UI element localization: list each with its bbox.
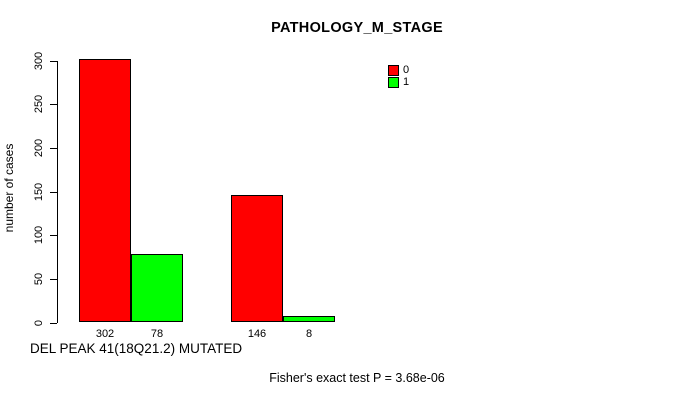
y-tick-label-250: 250 — [33, 94, 45, 114]
legend-entry-0: 0 — [388, 65, 409, 76]
y-tick-mark-50 — [50, 278, 57, 280]
legend-label: 1 — [403, 76, 410, 88]
y-tick-label-150: 150 — [33, 182, 45, 201]
y-axis-line — [57, 60, 58, 323]
y-tick-label-100: 100 — [33, 225, 45, 245]
y-tick-mark-300 — [50, 60, 57, 62]
y-tick-label-0: 0 — [33, 319, 45, 326]
y-tick-mark-100 — [50, 235, 57, 237]
bar-value-label: 78 — [150, 327, 164, 340]
chart-title: PATHOLOGY_M_STAGE — [271, 20, 443, 36]
legend-label: 0 — [403, 64, 410, 76]
bar-value-label: 8 — [305, 327, 313, 340]
bar-value-label: 302 — [95, 327, 115, 340]
y-axis-label: number of cases — [2, 143, 16, 233]
legend-entry-1: 1 — [388, 77, 409, 88]
x-axis-label: DEL PEAK 41(18Q21.2) MUTATED — [30, 341, 243, 356]
bar-series0-group2 — [231, 194, 283, 323]
legend-swatch-icon — [388, 65, 399, 76]
bar-series1-group1 — [131, 254, 183, 323]
stat-annotation: Fisher's exact test P = 3.68e-06 — [269, 371, 445, 385]
legend-swatch-icon — [388, 77, 399, 88]
y-tick-mark-0 — [50, 322, 57, 324]
y-tick-mark-150 — [50, 191, 57, 193]
y-tick-label-50: 50 — [33, 272, 45, 285]
y-tick-label-300: 300 — [33, 51, 45, 70]
y-tick-label-200: 200 — [33, 138, 45, 158]
y-tick-mark-200 — [50, 147, 57, 149]
bar-series1-group2 — [283, 315, 335, 323]
y-tick-mark-250 — [50, 104, 57, 106]
bar-series0-group1 — [79, 58, 131, 323]
bar-value-label: 146 — [247, 327, 267, 340]
